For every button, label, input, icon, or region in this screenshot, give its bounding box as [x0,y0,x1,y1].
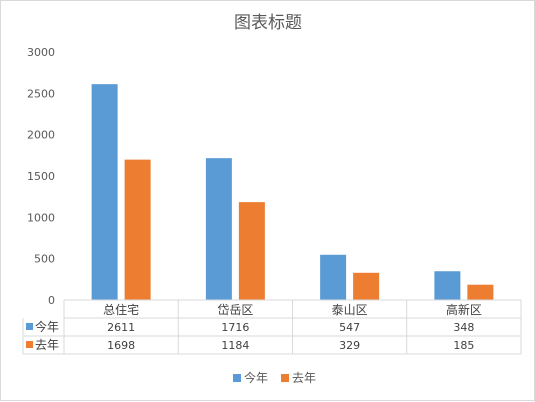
legend-label: 去年 [292,371,316,385]
category-label: 高新区 [446,302,482,317]
bar-this-year [320,254,347,300]
data-label: 2611 [107,321,135,334]
y-axis: 0 500 1000 1500 2000 2500 3000 [27,46,55,307]
series-key-this-year [26,323,33,330]
chart-title: 图表标题 [234,13,302,33]
y-tick-label: 500 [34,253,55,266]
bar-this-year [434,271,461,300]
y-tick-label: 3000 [27,46,55,59]
series-key-last-year [26,341,33,348]
y-tick-label: 1500 [27,170,55,183]
category-label: 岱岳区 [217,303,253,317]
data-label: 348 [453,321,474,334]
data-label: 1184 [221,339,249,352]
legend: 今年 去年 [233,370,316,385]
category-label: 泰山区 [332,303,368,317]
data-label: 547 [339,321,360,334]
legend-label: 今年 [244,370,268,385]
data-label: 329 [339,339,360,352]
y-tick-label: 0 [48,294,55,307]
data-label: 1716 [221,321,249,334]
category-label: 总住宅 [103,302,139,317]
y-tick-label: 2500 [27,87,55,100]
bar-this-year [91,84,118,300]
data-label: 185 [453,339,474,352]
bar-last-year [238,202,265,300]
series-row-label: 去年 [35,338,59,352]
y-tick-label: 1000 [27,211,55,224]
series-row-label: 今年 [35,319,59,334]
legend-key-last-year [281,374,289,382]
y-tick-label: 2000 [27,129,55,142]
bar-last-year [353,272,380,300]
data-label: 1698 [107,339,135,352]
bar-this-year [205,158,232,300]
bar-last-year [124,159,151,300]
bars [91,84,494,300]
bar-last-year [467,284,494,300]
legend-key-this-year [233,374,241,382]
